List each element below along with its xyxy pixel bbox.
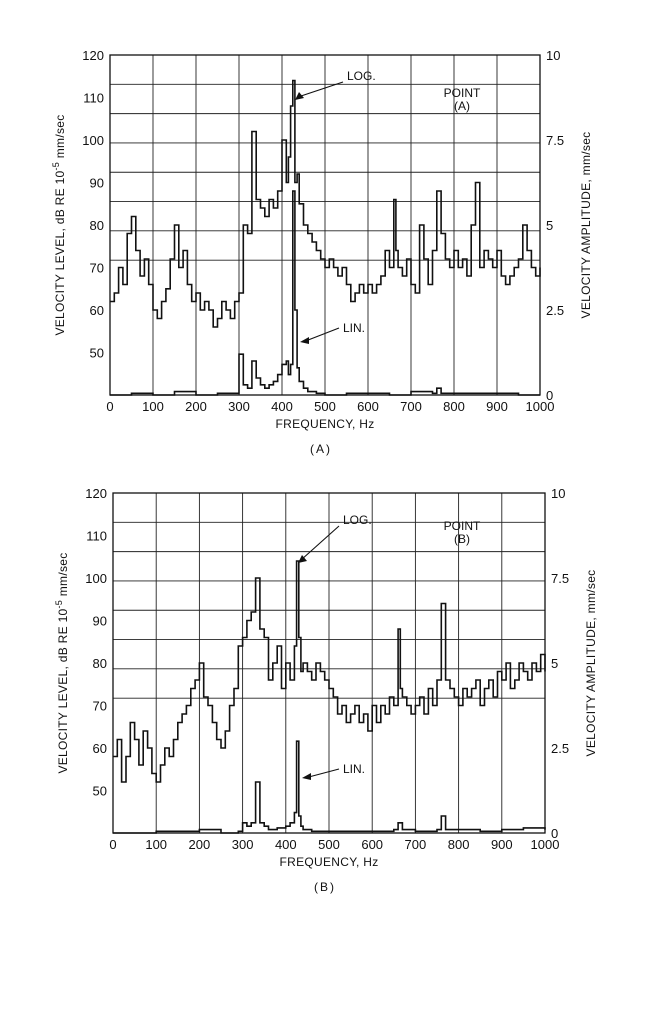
y-tick-label-left: 90	[93, 614, 107, 629]
series-line-log	[110, 79, 541, 328]
panel-label: (B)	[314, 880, 336, 894]
y-tick-label-left: 100	[82, 133, 104, 148]
x-tick-label: 900	[486, 399, 508, 414]
x-axis-label: FREQUENCY, Hz	[279, 855, 378, 869]
log-arrow-line	[300, 525, 340, 561]
series-line-lin	[110, 190, 540, 396]
y-tick-label-left: 80	[93, 656, 107, 671]
lin-annotation: LIN.	[343, 762, 365, 776]
x-tick-label: 700	[405, 837, 427, 852]
y-axis-label-left: VELOCITY LEVEL, dB RE 10-5 mm/sec	[54, 552, 70, 773]
y-tick-label-right: 10	[546, 48, 560, 63]
y-tick-label-right: 10	[551, 486, 565, 501]
y-tick-label-right: 7.5	[546, 133, 564, 148]
y-axis-label-exponent: -5	[54, 600, 64, 609]
log-annotation: LOG.	[343, 513, 372, 527]
x-tick-label: 100	[142, 399, 164, 414]
log-annotation: LOG.	[347, 69, 376, 83]
x-tick-label: 800	[448, 837, 470, 852]
lin-arrow-head	[300, 337, 309, 344]
y-tick-label-right: 2.5	[546, 303, 564, 318]
y-tick-label-right: 5	[546, 218, 553, 233]
y-tick-label-right: 2.5	[551, 741, 569, 756]
x-tick-label: 100	[145, 837, 167, 852]
series-line-lin	[113, 740, 546, 834]
x-tick-label: 500	[318, 837, 340, 852]
y-tick-label-left: 60	[93, 741, 107, 756]
y-tick-label-left: 50	[93, 784, 107, 799]
x-tick-label: 400	[271, 399, 293, 414]
chart-panel-b: 0 100 200 300 400 500 600 700 800 900 100012011010…	[54, 486, 598, 894]
y-tick-label-left: 120	[85, 486, 107, 501]
x-tick-label: 0	[106, 399, 113, 414]
y-tick-label-left: 100	[85, 571, 107, 586]
x-tick-label: 200	[189, 837, 211, 852]
y-tick-label-left: 120	[82, 48, 104, 63]
y-axis-label-exponent: -5	[51, 162, 61, 171]
y-tick-label-right: 5	[551, 656, 558, 671]
y-tick-label-left: 110	[83, 91, 104, 106]
y-tick-label-right: 0	[551, 826, 558, 841]
x-tick-label: 1000	[531, 837, 560, 852]
y-axis-label-right: VELOCITY AMPLITUDE, mm/sec	[584, 570, 598, 757]
y-tick-label-left: 110	[86, 529, 107, 544]
x-tick-label: 700	[400, 399, 422, 414]
point-id: (A)	[454, 99, 470, 113]
x-tick-label: 600	[357, 399, 379, 414]
x-tick-label: 1000	[526, 399, 555, 414]
y-axis-label-unit: mm/sec	[53, 114, 67, 161]
x-tick-label: 500	[314, 399, 336, 414]
point-id: (B)	[454, 532, 470, 546]
point-label: POINT	[444, 519, 481, 533]
y-tick-label-right: 7.5	[551, 571, 569, 586]
y-tick-label-left: 50	[90, 346, 104, 361]
point-label: POINT	[444, 86, 481, 100]
x-tick-label: 300	[228, 399, 250, 414]
y-axis-label-left: VELOCITY LEVEL, dB RE 10-5 mm/sec	[51, 114, 67, 335]
x-tick-label: 400	[275, 837, 297, 852]
y-tick-label-left: 70	[93, 699, 107, 714]
log-arrow-head	[295, 92, 304, 100]
y-tick-label-left: 80	[90, 218, 104, 233]
lin-annotation: LIN.	[343, 321, 365, 335]
y-tick-label-right: 0	[546, 388, 553, 403]
lin-arrow-head	[302, 773, 311, 780]
y-axis-label-unit: mm/sec	[56, 552, 70, 599]
y-tick-label-left: 60	[90, 303, 104, 318]
log-arrow-head	[298, 555, 307, 563]
log-arrow-line	[297, 81, 344, 98]
x-tick-label: 600	[361, 837, 383, 852]
x-tick-label: 800	[443, 399, 465, 414]
x-tick-label: 200	[185, 399, 207, 414]
y-tick-label-left: 70	[90, 261, 104, 276]
x-tick-label: 300	[232, 837, 254, 852]
y-axis-label-right: VELOCITY AMPLITUDE, mm/sec	[579, 132, 593, 319]
chart-panel-a: 0 100 200 300 400 500 600 700 800 900 100012011010…	[51, 48, 593, 456]
y-tick-label-left: 90	[90, 176, 104, 191]
panel-label: (A)	[310, 442, 332, 456]
x-tick-label: 0	[109, 837, 116, 852]
x-tick-label: 900	[491, 837, 513, 852]
x-axis-label: FREQUENCY, Hz	[275, 417, 374, 431]
series-line-log	[113, 560, 546, 783]
